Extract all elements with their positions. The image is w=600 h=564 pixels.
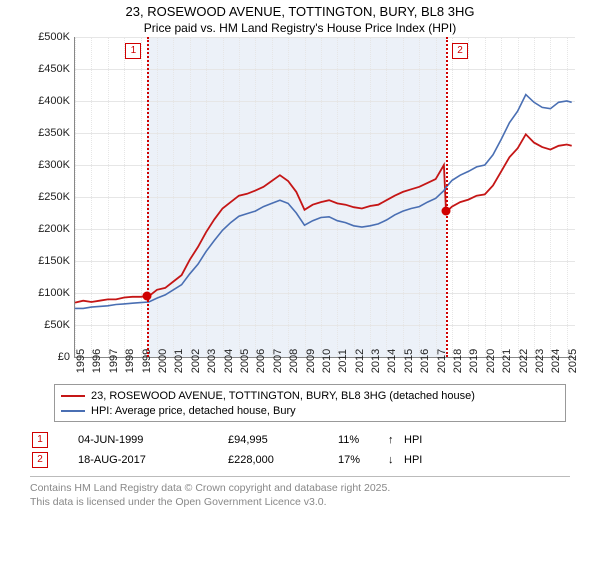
events-table-row: 2 18-AUG-2017£228,00017%↓HPI	[18, 450, 582, 470]
y-tick-label: £100K	[38, 287, 70, 299]
x-tick-label: 2020	[485, 349, 497, 373]
x-tick-label: 2001	[173, 349, 185, 373]
events-table-row: 1 04-JUN-1999£94,99511%↑HPI	[18, 430, 582, 450]
x-tick-label: 2004	[223, 349, 235, 373]
x-tick-label: 2025	[567, 349, 579, 373]
y-tick-label: £450K	[38, 63, 70, 75]
x-tick-label: 2024	[550, 349, 562, 373]
footer-line-2: This data is licensed under the Open Gov…	[30, 495, 570, 509]
plot-area: 1995199619971998199920002001200220032004…	[74, 37, 575, 358]
chart-container: 23, ROSEWOOD AVENUE, TOTTINGTON, BURY, B…	[0, 4, 600, 564]
legend-row: HPI: Average price, detached house, Bury	[61, 403, 559, 418]
legend-row: 23, ROSEWOOD AVENUE, TOTTINGTON, BURY, B…	[61, 388, 559, 403]
event-marker-box: 1	[125, 43, 141, 59]
y-tick-label: £50K	[44, 319, 70, 331]
series-line-price_paid	[75, 134, 572, 302]
x-tick-label: 2023	[534, 349, 546, 373]
x-tick-label: 2010	[321, 349, 333, 373]
legend: 23, ROSEWOOD AVENUE, TOTTINGTON, BURY, B…	[54, 384, 566, 422]
x-tick-label: 2018	[452, 349, 464, 373]
event-vs: HPI	[404, 454, 454, 466]
x-tick-label: 1998	[124, 349, 136, 373]
chart-subtitle: Price paid vs. HM Land Registry's House …	[0, 21, 600, 35]
event-number-box: 1	[32, 432, 48, 448]
event-pct: 17%	[338, 454, 388, 466]
x-tick-label: 2005	[239, 349, 251, 373]
x-tick-label: 2021	[501, 349, 513, 373]
x-tick-label: 1997	[108, 349, 120, 373]
event-price: £228,000	[228, 454, 338, 466]
event-marker-box: 2	[452, 43, 468, 59]
event-pct: 11%	[338, 434, 388, 446]
x-tick-label: 2007	[272, 349, 284, 373]
y-tick-label: £350K	[38, 127, 70, 139]
titles: 23, ROSEWOOD AVENUE, TOTTINGTON, BURY, B…	[0, 4, 600, 35]
event-date: 04-JUN-1999	[78, 434, 228, 446]
x-tick-label: 2006	[255, 349, 267, 373]
y-tick-label: £150K	[38, 255, 70, 267]
event-marker-line	[446, 37, 448, 357]
x-tick-label: 2008	[288, 349, 300, 373]
x-tick-label: 1995	[75, 349, 87, 373]
x-tick-label: 2002	[190, 349, 202, 373]
event-vs: HPI	[404, 434, 454, 446]
y-tick-label: £400K	[38, 95, 70, 107]
footer-line-1: Contains HM Land Registry data © Crown c…	[30, 481, 570, 495]
arrow-icon: ↑	[388, 434, 404, 446]
events-table: 1 04-JUN-1999£94,99511%↑HPI 2 18-AUG-2017£2…	[18, 430, 582, 470]
x-tick-label: 2015	[403, 349, 415, 373]
y-tick-label: £200K	[38, 223, 70, 235]
legend-swatch	[61, 395, 85, 397]
x-tick-label: 1996	[91, 349, 103, 373]
y-tick-label: £250K	[38, 191, 70, 203]
event-price: £94,995	[228, 434, 338, 446]
arrow-icon: ↓	[388, 454, 404, 466]
legend-swatch	[61, 410, 85, 412]
x-tick-label: 2000	[157, 349, 169, 373]
event-date: 18-AUG-2017	[78, 454, 228, 466]
x-tick-label: 2009	[305, 349, 317, 373]
x-tick-label: 2011	[337, 349, 349, 373]
event-marker-line	[147, 37, 149, 357]
x-tick-label: 2016	[419, 349, 431, 373]
x-tick-label: 2022	[518, 349, 530, 373]
event-marker-dot	[143, 292, 152, 301]
legend-label: 23, ROSEWOOD AVENUE, TOTTINGTON, BURY, B…	[91, 390, 475, 402]
x-tick-label: 2014	[386, 349, 398, 373]
x-tick-label: 2012	[354, 349, 366, 373]
legend-label: HPI: Average price, detached house, Bury	[91, 405, 296, 417]
event-marker-dot	[441, 207, 450, 216]
event-number-box: 2	[32, 452, 48, 468]
y-axis: £0£50K£100K£150K£200K£250K£300K£350K£400…	[20, 37, 74, 357]
x-tick-label: 2003	[206, 349, 218, 373]
y-tick-label: £0	[58, 351, 70, 363]
x-tick-label: 2013	[370, 349, 382, 373]
chart-title: 23, ROSEWOOD AVENUE, TOTTINGTON, BURY, B…	[0, 4, 600, 19]
chart-area: £0 £50K £100K £150K £200K £250K £300K £350K £400…	[20, 37, 580, 385]
line-series-svg	[75, 37, 575, 357]
y-tick-label: £300K	[38, 159, 70, 171]
y-tick-label: £500K	[38, 31, 70, 43]
x-tick-label: 2019	[468, 349, 480, 373]
footer: Contains HM Land Registry data © Crown c…	[30, 476, 570, 509]
